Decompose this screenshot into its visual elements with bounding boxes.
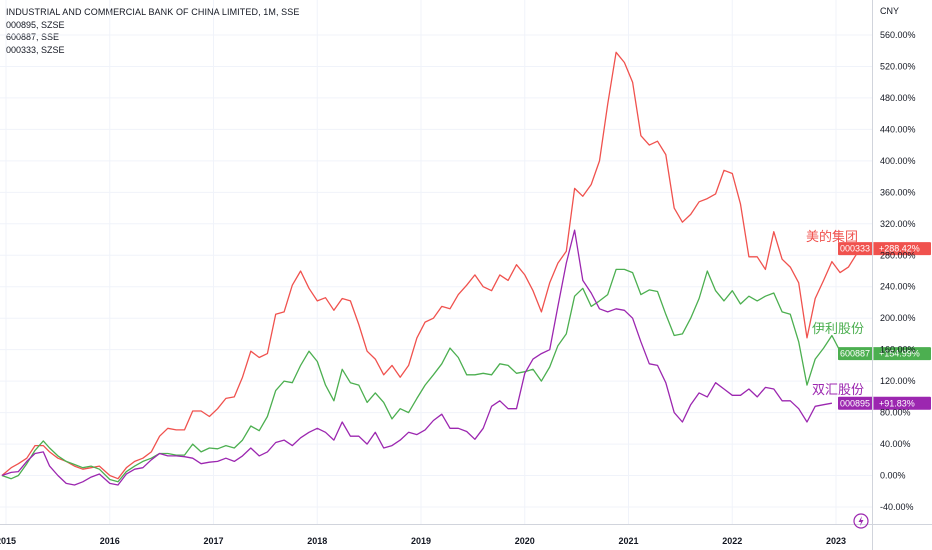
x-tick-label: 2021 xyxy=(618,536,638,546)
badge-symbol: 000895 xyxy=(840,398,870,408)
y-tick-label: 40.00% xyxy=(880,439,911,449)
chart-legend: INDUSTRIAL AND COMMERCIAL BANK OF CHINA … xyxy=(6,6,299,56)
series-line-000895[interactable] xyxy=(1,229,833,486)
value-badge-000333 xyxy=(838,242,931,256)
grid-lines xyxy=(0,0,872,524)
x-tick-label: 2017 xyxy=(203,536,223,546)
y-tick-label: 560.00% xyxy=(880,30,916,40)
series-name-label: 伊利股份 xyxy=(812,322,864,337)
value-badge-600887 xyxy=(838,347,931,361)
x-tick-label: 2019 xyxy=(411,536,431,546)
y-tick-label: 480.00% xyxy=(880,93,916,103)
y-tick-label: 400.00% xyxy=(880,156,916,166)
series-name-label: 美的集团 xyxy=(806,229,858,245)
badge-value: +288.42% xyxy=(879,244,920,254)
x-tick-label: 2018 xyxy=(307,536,327,546)
x-tick-label: 2023 xyxy=(826,536,846,546)
legend-series-000895[interactable]: 000895, SZSE xyxy=(6,19,65,30)
x-tick-label: 2015 xyxy=(0,536,16,546)
y-tick-label: 520.00% xyxy=(880,61,916,71)
currency-label: CNY xyxy=(880,6,899,16)
y-tick-label: 160.00% xyxy=(880,345,916,355)
y-tick-label: 120.00% xyxy=(880,376,916,386)
legend-main-symbol[interactable]: INDUSTRIAL AND COMMERCIAL BANK OF CHINA … xyxy=(6,7,300,17)
y-tick-label: 440.00% xyxy=(880,124,916,134)
x-tick-label: 2022 xyxy=(722,536,742,546)
series-name-label: 双汇股份 xyxy=(812,383,864,398)
badge-symbol: 000333 xyxy=(840,244,870,254)
y-tick-label: 360.00% xyxy=(880,187,916,197)
y-tick-label: 280.00% xyxy=(880,250,916,260)
y-tick-label: 200.00% xyxy=(880,313,916,323)
y-tick-label: 80.00% xyxy=(880,408,911,418)
x-tick-label: 2016 xyxy=(100,536,120,546)
series-line-600887[interactable] xyxy=(1,268,841,483)
y-tick-label: 0.00% xyxy=(880,471,906,481)
y-tick-label: -40.00% xyxy=(880,502,914,512)
series-line-000333[interactable] xyxy=(1,51,866,480)
series-lines xyxy=(1,51,866,486)
legend-series-000333[interactable]: 000333, SZSE xyxy=(6,44,65,55)
x-tick-label: 2020 xyxy=(515,536,535,546)
badge-value: +91.83% xyxy=(879,398,915,408)
y-tick-label: 320.00% xyxy=(880,219,916,229)
value-badge-000895 xyxy=(838,396,931,410)
badge-value: +154.99% xyxy=(879,349,920,359)
lightning-icon[interactable] xyxy=(853,513,869,529)
legend-series-600887[interactable]: 600887, SSE xyxy=(6,32,60,42)
y-tick-label: 240.00% xyxy=(880,282,916,292)
badge-symbol: 600887 xyxy=(840,349,870,359)
